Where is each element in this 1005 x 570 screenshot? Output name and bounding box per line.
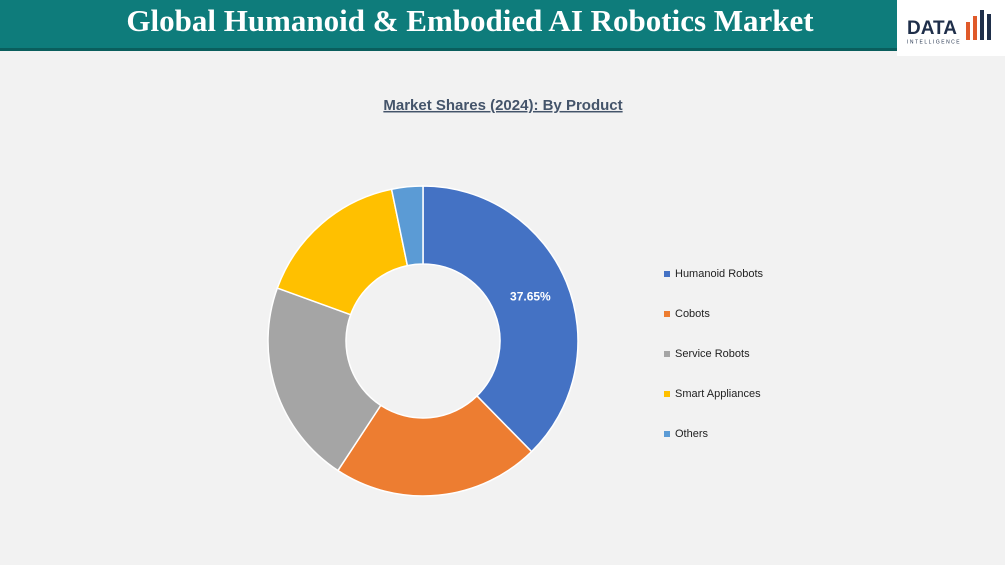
header-title: Global Humanoid & Embodied AI Robotics M… (126, 3, 814, 38)
donut-slice (336, 394, 533, 497)
data-label: 37.65% (510, 289, 551, 303)
legend-label: Others (675, 428, 709, 440)
chart-title: Market Shares (2024): By Product (383, 97, 622, 114)
legend-swatch (664, 271, 670, 277)
donut-slice (390, 185, 424, 267)
legend-label: Service Robots (675, 348, 750, 360)
legend-label: Humanoid Robots (675, 268, 764, 280)
header-rule (0, 48, 1005, 51)
legend-label: Cobots (675, 308, 710, 320)
logo-subtext: INTELLIGENCE (907, 39, 961, 45)
legend-swatch (664, 311, 670, 317)
donut-slice (276, 188, 409, 316)
legend-swatch (664, 351, 670, 357)
donut-slice (267, 287, 382, 472)
donut-slice (422, 185, 579, 453)
logo-bars (966, 10, 991, 40)
logo-text: DATA (907, 18, 957, 39)
legend-swatch (664, 391, 670, 397)
header-bar (0, 0, 1005, 50)
legend-label: Smart Appliances (675, 388, 761, 400)
legend-swatch (664, 431, 670, 437)
